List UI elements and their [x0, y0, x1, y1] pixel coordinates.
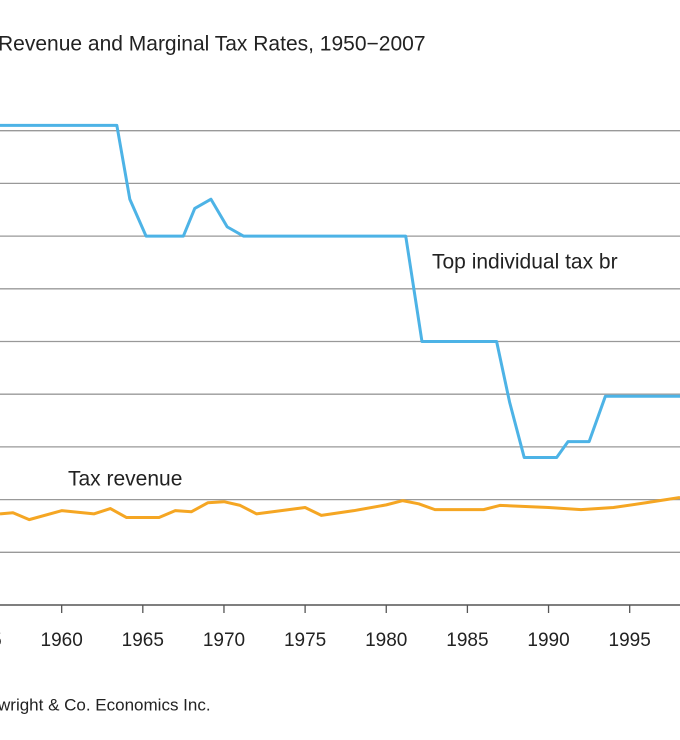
- x-tick-label: 1955: [0, 630, 2, 651]
- x-tick-label: 1960: [41, 630, 83, 651]
- line: [0, 496, 680, 522]
- x-tick-label: 1995: [609, 630, 651, 651]
- source: wright & Co. Economics Inc.: [0, 695, 211, 714]
- line: [0, 123, 680, 459]
- x-tick-label: 1990: [527, 630, 569, 651]
- annotation: Tax revenue: [68, 468, 182, 491]
- x-tick-label: 1985: [446, 630, 488, 651]
- x-tick-label: 1970: [203, 630, 245, 651]
- x-tick-label: 1980: [365, 630, 407, 651]
- chart-title: Revenue and Marginal Tax Rates, 1950−200…: [0, 33, 426, 56]
- x-tick-label: 1965: [122, 630, 164, 651]
- annotation: Top individual tax br: [432, 251, 618, 274]
- x-tick-label: 1975: [284, 630, 326, 651]
